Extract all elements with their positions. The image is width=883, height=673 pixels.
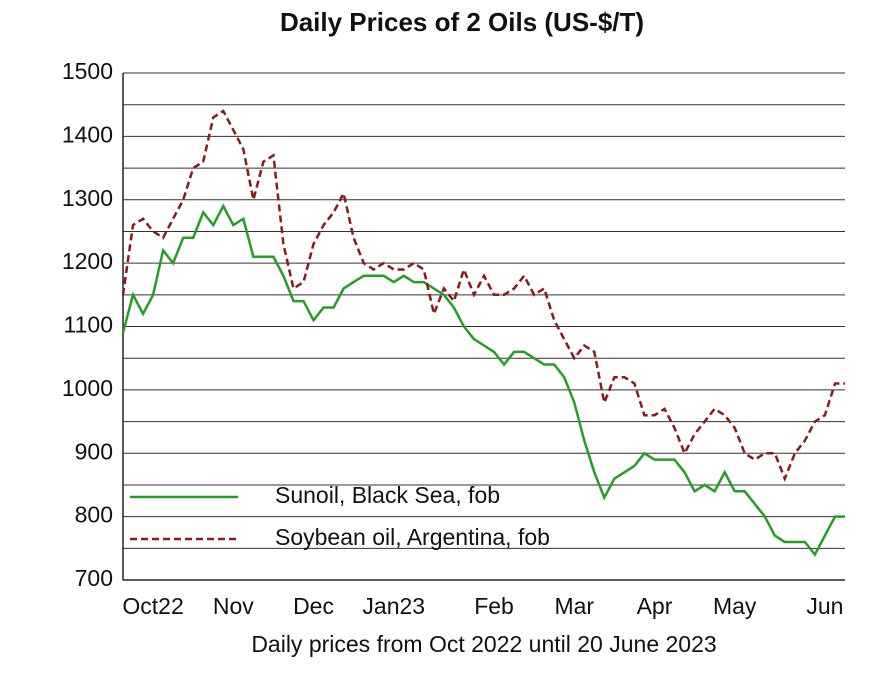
x-tick-label: Apr <box>637 593 673 619</box>
chart-title: Daily Prices of 2 Oils (US-$/T) <box>280 7 644 37</box>
line-series <box>121 203 845 557</box>
x-tick-label: Jan23 <box>362 593 425 619</box>
x-tick-label: Jun <box>806 593 843 619</box>
x-tick-label: Feb <box>474 593 514 619</box>
y-tick-label: 1500 <box>62 58 113 84</box>
y-tick-label: 1300 <box>62 185 113 211</box>
x-tick-label: May <box>713 593 757 619</box>
y-tick-label: 1400 <box>62 121 113 147</box>
legend-label: Soybean oil, Argentina, fob <box>275 524 550 550</box>
y-tick-label: 900 <box>75 438 113 464</box>
x-axis-label: Daily prices from Oct 2022 until 20 June… <box>251 631 716 657</box>
line-series <box>121 109 845 482</box>
y-tick-label: 800 <box>75 502 113 528</box>
x-tick-label: Mar <box>554 593 594 619</box>
y-tick-label: 1000 <box>62 375 113 401</box>
y-tick-label: 700 <box>75 565 113 591</box>
y-tick-label: 1100 <box>64 312 113 338</box>
x-tick-label: Dec <box>293 593 334 619</box>
y-tick-label: 1200 <box>62 248 113 274</box>
legend-label: Sunoil, Black Sea, fob <box>275 482 500 508</box>
x-tick-label: Nov <box>213 593 254 619</box>
x-tick-label: Oct22 <box>122 593 183 619</box>
